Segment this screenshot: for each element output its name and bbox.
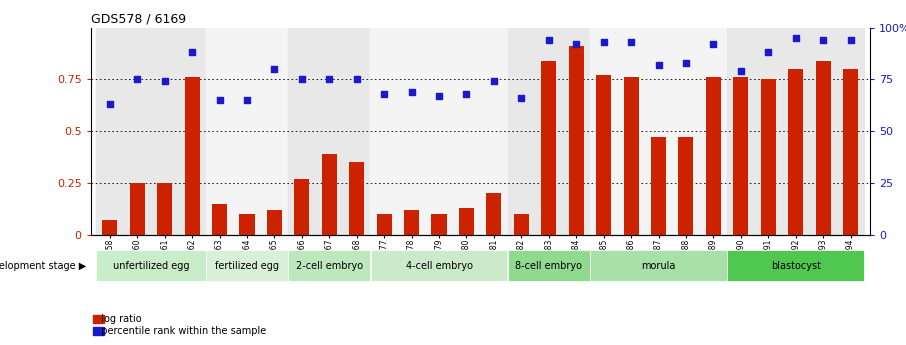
- Bar: [206, 250, 288, 281]
- Point: [788, 35, 803, 41]
- Bar: [733, 77, 748, 235]
- Bar: [371, 28, 507, 235]
- Point: [542, 37, 556, 43]
- Bar: [596, 75, 612, 235]
- Bar: [623, 77, 639, 235]
- Text: percentile rank within the sample: percentile rank within the sample: [95, 326, 266, 336]
- Bar: [185, 77, 199, 235]
- Text: unfertilized egg: unfertilized egg: [112, 261, 189, 270]
- Text: blastocyst: blastocyst: [771, 261, 821, 270]
- Bar: [322, 154, 337, 235]
- Bar: [728, 250, 864, 281]
- Point: [267, 66, 282, 72]
- Bar: [206, 28, 288, 235]
- Bar: [96, 28, 206, 235]
- Text: morula: morula: [641, 261, 676, 270]
- Bar: [404, 210, 419, 235]
- Text: 4-cell embryo: 4-cell embryo: [406, 261, 473, 270]
- Point: [651, 62, 666, 68]
- Point: [761, 50, 776, 55]
- Point: [569, 41, 583, 47]
- Bar: [96, 250, 206, 281]
- Bar: [459, 208, 474, 235]
- Bar: [431, 214, 447, 235]
- Point: [816, 37, 831, 43]
- Bar: [843, 69, 858, 235]
- Bar: [706, 77, 721, 235]
- Bar: [679, 137, 693, 235]
- Bar: [294, 179, 309, 235]
- Point: [350, 77, 364, 82]
- Point: [377, 91, 391, 97]
- Bar: [371, 250, 507, 281]
- Point: [459, 91, 474, 97]
- Point: [102, 101, 117, 107]
- Point: [514, 95, 528, 101]
- Point: [734, 68, 748, 74]
- Text: GDS578 / 6169: GDS578 / 6169: [91, 13, 186, 26]
- Point: [843, 37, 858, 43]
- Point: [487, 79, 501, 84]
- Point: [322, 77, 336, 82]
- Bar: [514, 214, 529, 235]
- Point: [158, 79, 172, 84]
- Point: [706, 41, 720, 47]
- Point: [624, 39, 639, 45]
- Text: log ratio: log ratio: [95, 314, 141, 324]
- Point: [432, 93, 447, 99]
- Bar: [590, 28, 728, 235]
- Bar: [761, 79, 776, 235]
- Point: [294, 77, 309, 82]
- Bar: [212, 204, 227, 235]
- Bar: [487, 193, 501, 235]
- Point: [130, 77, 144, 82]
- Bar: [590, 250, 727, 281]
- Text: development stage ▶: development stage ▶: [0, 261, 86, 270]
- Bar: [815, 61, 831, 235]
- Bar: [377, 214, 391, 235]
- Point: [596, 39, 611, 45]
- Bar: [728, 28, 864, 235]
- Bar: [569, 46, 583, 235]
- Bar: [239, 214, 255, 235]
- Bar: [267, 210, 282, 235]
- Bar: [788, 69, 804, 235]
- Bar: [157, 183, 172, 235]
- Bar: [349, 162, 364, 235]
- Bar: [130, 183, 145, 235]
- Text: 8-cell embryo: 8-cell embryo: [516, 261, 583, 270]
- Text: fertilized egg: fertilized egg: [215, 261, 279, 270]
- Bar: [507, 28, 590, 235]
- Bar: [288, 250, 371, 281]
- Text: 2-cell embryo: 2-cell embryo: [295, 261, 362, 270]
- Point: [679, 60, 693, 66]
- Point: [404, 89, 419, 95]
- Bar: [541, 61, 556, 235]
- Point: [185, 50, 199, 55]
- Point: [240, 97, 255, 103]
- Bar: [508, 250, 590, 281]
- Bar: [651, 137, 666, 235]
- Bar: [102, 220, 118, 235]
- Bar: [288, 28, 371, 235]
- Point: [212, 97, 226, 103]
